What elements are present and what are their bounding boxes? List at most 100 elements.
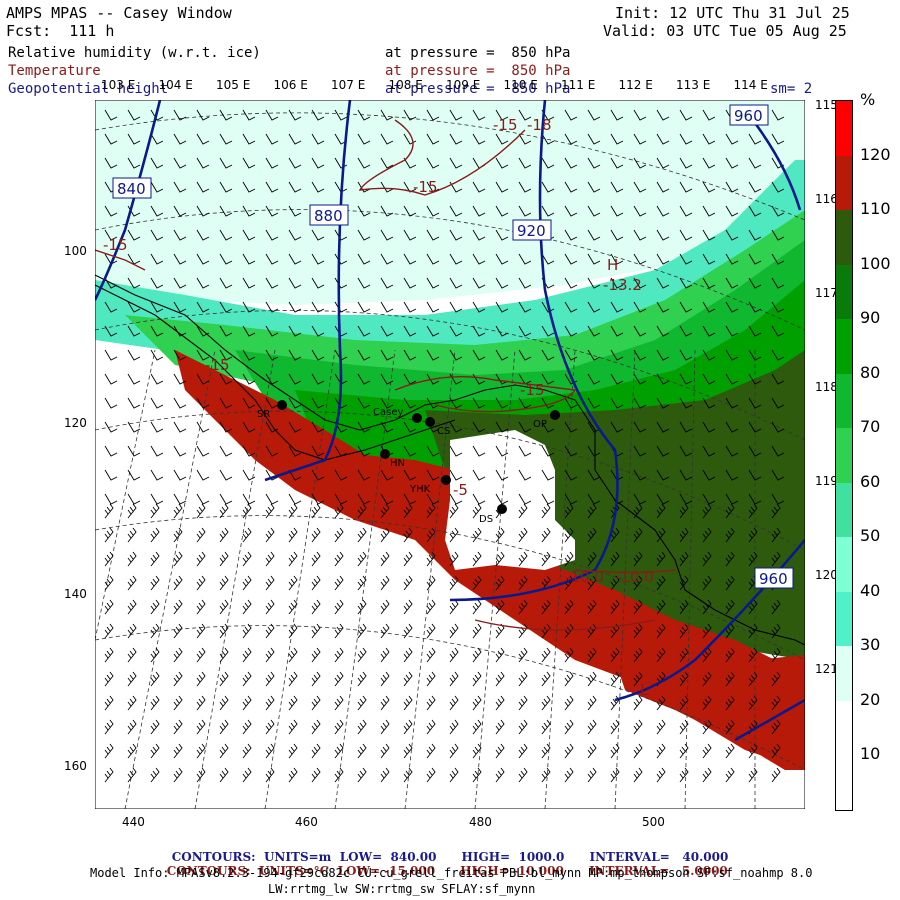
field-name-height: Geopotential height [8, 81, 169, 97]
wind-barb [311, 599, 321, 615]
wind-barb [495, 277, 509, 289]
colorbar-segment [836, 482, 852, 538]
wind-barb [541, 719, 551, 735]
wind-barb [610, 719, 620, 735]
station-label-hn: HN [390, 458, 405, 469]
wind-barb [518, 397, 532, 409]
wind-barb [449, 421, 463, 433]
wind-barb [380, 229, 394, 241]
wind-barb [150, 325, 164, 337]
temp-label-1: -15 [493, 116, 518, 134]
wind-barb [587, 421, 601, 433]
wind-barb [564, 445, 578, 457]
wind-barb [219, 253, 233, 265]
wind-barb [380, 623, 390, 639]
temp-label-low: L [640, 681, 649, 699]
wind-barb [679, 373, 693, 385]
wind-barb [219, 767, 229, 783]
wind-barb [495, 109, 509, 121]
wind-barb [656, 503, 666, 519]
init-time: Init: 12 UTC Thu 31 Jul 25 [615, 4, 850, 22]
wind-barb [564, 743, 574, 759]
wind-barb [265, 253, 279, 265]
wind-barb [196, 157, 210, 169]
height-label-960-bottom: 960 [759, 570, 788, 588]
wind-barb [656, 767, 666, 783]
contour-height-high: HIGH= 1000.0 [461, 850, 565, 864]
wind-barb [196, 181, 210, 193]
wind-barb [288, 527, 298, 543]
wind-barb [357, 277, 371, 289]
wind-barb [702, 253, 716, 265]
wind-barb [357, 253, 371, 265]
wind-barb [495, 575, 505, 591]
wind-barb [150, 647, 160, 663]
wind-barb [403, 551, 413, 567]
wind-barb [748, 767, 758, 783]
wind-barb [265, 277, 279, 289]
wind-barb [771, 373, 785, 385]
temp-label-10: -13.2 [603, 276, 642, 294]
wind-barb [495, 445, 509, 457]
wind-barb [288, 397, 302, 409]
wind-barb [380, 469, 394, 481]
colorbar-segment [836, 264, 852, 320]
wind-barb [104, 671, 114, 687]
wind-barb [426, 647, 436, 663]
wind-barb [127, 277, 141, 289]
wind-barb [725, 623, 735, 639]
wind-barb [725, 229, 739, 241]
wind-barb [380, 719, 390, 735]
temp-contour-2 [95, 249, 146, 271]
wind-barb [311, 767, 321, 783]
wind-barb [518, 157, 532, 169]
wind-barb [242, 157, 256, 169]
wind-barb [748, 349, 762, 361]
temp-label-8: -5 [453, 481, 468, 499]
wind-barb [564, 421, 578, 433]
wind-barb [242, 277, 256, 289]
wind-barb [403, 695, 413, 711]
wind-barb [771, 599, 781, 615]
wind-barb [472, 695, 482, 711]
wind-barb [196, 109, 210, 121]
colorbar-segment [836, 646, 852, 701]
wind-barb [173, 575, 183, 591]
wind-barb [449, 445, 463, 457]
wind-barb [702, 157, 716, 169]
wind-barb [748, 421, 762, 433]
height-label-840: 840 [117, 180, 146, 198]
wind-barb [702, 181, 716, 193]
wind-barb [104, 469, 118, 481]
wind-barb [334, 325, 348, 337]
wind-barb [357, 599, 367, 615]
wind-barb [610, 301, 624, 313]
wind-barb [242, 397, 256, 409]
wind-barb [104, 599, 114, 615]
wind-barb [219, 133, 233, 145]
wind-barb [173, 503, 183, 519]
wind-barb [518, 671, 528, 687]
wind-barb [311, 671, 321, 687]
wind-barb [587, 527, 597, 543]
wind-barb [449, 743, 459, 759]
wind-barb [104, 719, 114, 735]
wind-barb [311, 373, 325, 385]
wind-barb [127, 527, 137, 543]
wind-barb [702, 493, 716, 505]
wind-barb [196, 767, 206, 783]
colorbar-segment [836, 101, 852, 156]
wind-barb [127, 421, 141, 433]
wind-barb [748, 743, 758, 759]
wind-barb [150, 551, 160, 567]
wind-barb [380, 205, 394, 217]
wind-barb [288, 719, 298, 735]
wind-barb [472, 671, 482, 687]
wind-barb [288, 445, 302, 457]
x-axis-label-460: 460 [295, 815, 318, 829]
wind-barb [725, 599, 735, 615]
wind-barb [196, 397, 210, 409]
wind-barb [771, 469, 785, 481]
wind-barb [564, 671, 574, 687]
wind-barb [725, 133, 739, 145]
